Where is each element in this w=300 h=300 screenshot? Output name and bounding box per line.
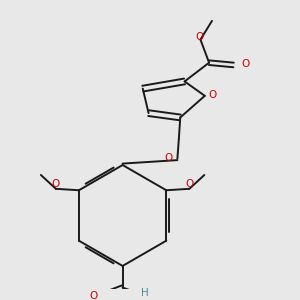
Text: O: O bbox=[90, 291, 98, 300]
Text: O: O bbox=[209, 90, 217, 100]
Text: O: O bbox=[185, 179, 194, 190]
Text: O: O bbox=[164, 153, 172, 163]
Text: O: O bbox=[52, 179, 60, 190]
Text: O: O bbox=[195, 32, 203, 42]
Text: O: O bbox=[242, 59, 250, 69]
Text: H: H bbox=[141, 288, 149, 298]
